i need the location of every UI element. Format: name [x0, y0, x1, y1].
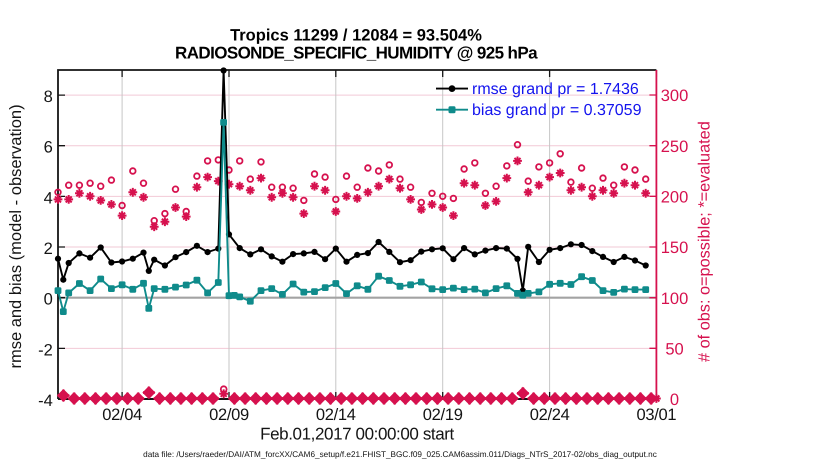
svg-text:bias grand pr = 0.37059: bias grand pr = 0.37059	[472, 102, 642, 119]
svg-text:03/01: 03/01	[637, 406, 677, 424]
svg-text:Feb.01,2017 00:00:00 start: Feb.01,2017 00:00:00 start	[260, 424, 454, 443]
svg-text:300: 300	[661, 87, 689, 105]
svg-text:-2: -2	[38, 341, 53, 359]
svg-text:0: 0	[670, 391, 679, 409]
svg-text:02/04: 02/04	[102, 406, 142, 424]
svg-text:02/24: 02/24	[530, 406, 570, 424]
svg-text:100: 100	[661, 290, 689, 308]
svg-text:RADIOSONDE_SPECIFIC_HUMIDITY @: RADIOSONDE_SPECIFIC_HUMIDITY @ 925 hPa	[175, 43, 538, 62]
svg-text:200: 200	[661, 189, 689, 207]
svg-text:02/09: 02/09	[209, 406, 249, 424]
svg-text:-4: -4	[38, 392, 53, 410]
svg-text:02/14: 02/14	[316, 406, 356, 424]
svg-text:02/19: 02/19	[423, 406, 463, 424]
svg-text:# of obs: o=possible; *=evalua: # of obs: o=possible; *=evaluated	[696, 121, 714, 362]
svg-text:150: 150	[661, 239, 689, 257]
svg-text:8: 8	[44, 88, 53, 106]
svg-text:rmse and bias (model - observa: rmse and bias (model - observation)	[7, 104, 25, 368]
svg-text:6: 6	[44, 139, 53, 157]
svg-text:4: 4	[44, 189, 53, 207]
svg-text:data file: /Users/raeder/DAI/A: data file: /Users/raeder/DAI/ATM_forcXX/…	[143, 450, 657, 459]
svg-text:rmse grand pr = 1.7436: rmse grand pr = 1.7436	[472, 81, 639, 98]
svg-text:2: 2	[44, 240, 53, 258]
svg-text:50: 50	[665, 341, 683, 359]
svg-text:250: 250	[661, 138, 689, 156]
svg-text:Tropics 11299 / 12084 = 93.504: Tropics 11299 / 12084 = 93.504%	[230, 26, 482, 44]
svg-text:0: 0	[44, 291, 53, 309]
